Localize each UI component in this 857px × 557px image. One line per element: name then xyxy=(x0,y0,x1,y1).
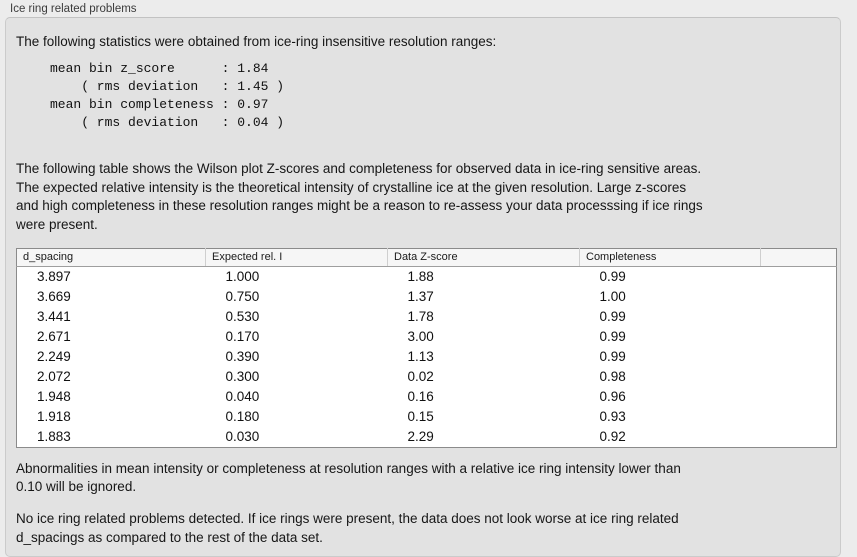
table-cell: 3.00 xyxy=(407,329,434,344)
column-header-spacer xyxy=(760,248,837,267)
table-body: 3.897 1.000 1.88 0.99 3.669 0.750 1.37 1.00 3.44… xyxy=(17,266,837,447)
stats-values-block: mean bin z_score : 1.84 ( rms deviation … xyxy=(50,61,285,130)
ignore-rule-note: Abnormalities in mean intensity or compl… xyxy=(16,460,681,495)
table-cell: 1.13 xyxy=(407,349,434,364)
table-cell: 2.29 xyxy=(407,429,434,444)
table-cell: 0.96 xyxy=(599,389,626,404)
table-cell: 1.00 xyxy=(599,289,626,304)
table-cell: 0.99 xyxy=(599,329,626,344)
table-cell-spacer xyxy=(761,367,837,387)
table-cell: 0.180 xyxy=(225,409,260,424)
table-row[interactable]: 2.249 0.390 1.13 0.99 xyxy=(17,347,837,367)
table-cell-spacer xyxy=(761,347,837,367)
table-cell-spacer xyxy=(761,407,837,427)
table-cell: 0.99 xyxy=(599,349,626,364)
table-cell-spacer xyxy=(761,427,837,448)
table-cell: 0.750 xyxy=(225,289,260,304)
table-cell: 0.030 xyxy=(225,429,260,444)
table-cell: 0.93 xyxy=(599,409,626,424)
table-cell: 0.15 xyxy=(407,409,434,424)
table-row[interactable]: 2.072 0.300 0.02 0.98 xyxy=(17,367,837,387)
table-header-row: d_spacing Expected rel. I Data Z-score C… xyxy=(16,248,837,267)
table-cell: 0.99 xyxy=(599,269,626,284)
table-cell: 0.98 xyxy=(599,369,626,384)
table-description-text: The following table shows the Wilson plo… xyxy=(16,161,703,232)
table-cell: 3.669 xyxy=(37,289,71,304)
table-cell: 3.897 xyxy=(37,269,71,284)
table-cell: 0.040 xyxy=(225,389,260,404)
table-row[interactable]: 1.948 0.040 0.16 0.96 xyxy=(17,387,837,407)
table-cell: 1.883 xyxy=(37,429,71,444)
table-cell: 1.78 xyxy=(407,309,434,324)
table-row[interactable]: 1.883 0.030 2.29 0.92 xyxy=(17,427,837,448)
table-cell: 0.300 xyxy=(225,369,260,384)
conclusion-note: No ice ring related problems detected. I… xyxy=(16,511,679,545)
table-row[interactable]: 3.897 1.000 1.88 0.99 xyxy=(17,266,837,287)
table-cell: 0.170 xyxy=(225,329,260,344)
table-row[interactable]: 1.918 0.180 0.15 0.93 xyxy=(17,407,837,427)
table-cell-spacer xyxy=(761,327,837,347)
table-cell-spacer xyxy=(761,266,837,287)
table-cell-spacer xyxy=(761,287,837,307)
table-cell: 0.02 xyxy=(407,369,434,384)
table-cell: 0.16 xyxy=(407,389,434,404)
table-cell: 1.948 xyxy=(37,389,71,404)
table-cell: 2.671 xyxy=(37,329,71,344)
table-cell: 1.000 xyxy=(225,269,260,284)
ice-ring-panel: The following statistics were obtained f… xyxy=(5,17,841,557)
table-cell: 1.37 xyxy=(407,289,434,304)
table-cell-spacer xyxy=(761,307,837,327)
table-cell-spacer xyxy=(761,387,837,407)
column-header-data-z-score[interactable]: Data Z-score xyxy=(387,248,580,267)
table-cell: 1.88 xyxy=(407,269,434,284)
groupbox-title: Ice ring related problems xyxy=(10,3,137,15)
table-cell: 2.249 xyxy=(37,349,71,364)
table-row[interactable]: 2.671 0.170 3.00 0.99 xyxy=(17,327,837,347)
stats-intro-text: The following statistics were obtained f… xyxy=(16,34,497,49)
table-cell: 0.530 xyxy=(225,309,260,324)
table-cell: 0.390 xyxy=(225,349,260,364)
column-header-completeness[interactable]: Completeness xyxy=(579,248,761,267)
table-cell: 2.072 xyxy=(37,369,71,384)
ice-ring-table: d_spacing Expected rel. I Data Z-score C… xyxy=(16,247,837,448)
table-cell: 3.441 xyxy=(37,309,71,324)
column-header-expected-rel-i[interactable]: Expected rel. I xyxy=(205,248,388,267)
table-row[interactable]: 3.441 0.530 1.78 0.99 xyxy=(17,307,837,327)
column-header-d-spacing[interactable]: d_spacing xyxy=(16,248,206,267)
table-cell: 0.92 xyxy=(599,429,626,444)
table-cell: 1.918 xyxy=(37,409,71,424)
table-row[interactable]: 3.669 0.750 1.37 1.00 xyxy=(17,287,837,307)
table-cell: 0.99 xyxy=(599,309,626,324)
